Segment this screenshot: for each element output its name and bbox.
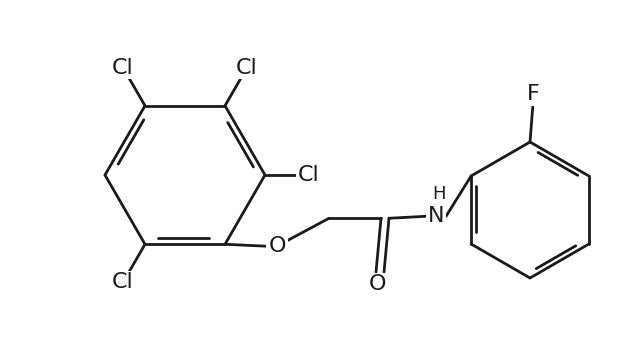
Text: O: O	[268, 236, 285, 256]
Text: Cl: Cl	[112, 57, 134, 78]
Text: Cl: Cl	[236, 57, 258, 78]
Text: O: O	[369, 274, 387, 294]
Text: H: H	[432, 185, 445, 203]
Text: F: F	[527, 84, 540, 104]
Text: Cl: Cl	[112, 272, 134, 292]
Text: Cl: Cl	[298, 165, 320, 185]
Text: N: N	[428, 206, 444, 226]
